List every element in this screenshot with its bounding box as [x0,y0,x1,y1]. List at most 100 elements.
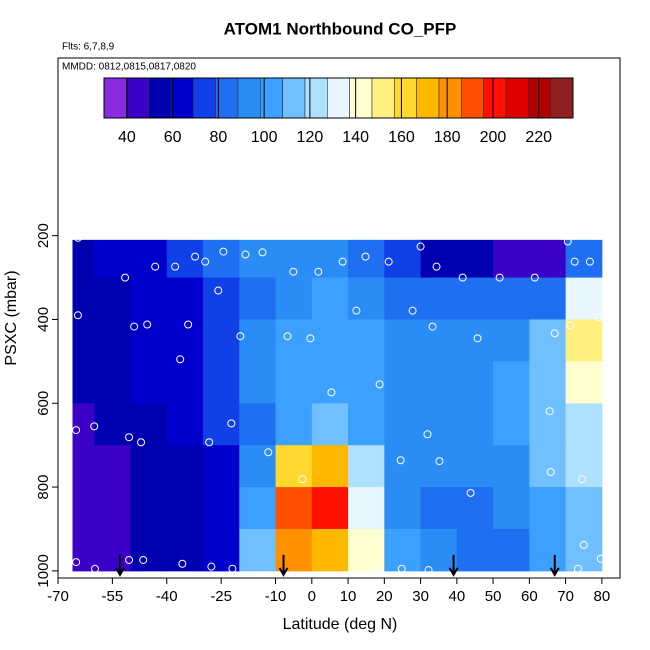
sample-point [466,488,475,497]
heat-cell [166,528,204,572]
heat-cell [203,239,240,279]
heat-cell [239,361,277,404]
sample-point [338,257,347,266]
heat-cell [275,528,313,572]
heat-cell [384,528,422,572]
x-tick-label: -70 [47,588,69,605]
heat-cell [384,403,422,446]
heat-cell [203,445,240,488]
sample-point [396,456,405,465]
heat-cell [311,277,349,320]
sample-point [72,426,81,435]
sample-point [372,562,381,571]
heat-cell [565,403,603,446]
heat-cell [456,277,494,320]
heat-cell [348,277,385,320]
sample-point [72,558,81,567]
annotation: MMDD: 0812,0815,0817,0820 [62,62,196,73]
sample-point [137,438,146,447]
heat-cell [239,445,277,488]
colorbar-segment [483,77,507,119]
x-tick-label: -10 [265,588,287,605]
sample-point [207,562,216,571]
sample-point [361,252,370,261]
heat-cell [275,361,313,404]
heat-cell [94,403,132,446]
heat-cell [203,487,240,530]
sample-point [90,564,99,573]
colorbar-frame [103,77,574,119]
sample-point [143,320,152,329]
heat-cell [529,239,567,279]
heat-cell [311,445,349,488]
x-tick-label: 40 [448,588,465,605]
sample-point [375,380,384,389]
heat-cell [275,445,313,488]
arrow [549,554,560,577]
heat-cell [94,487,132,530]
heat-cell [529,528,567,572]
heat-cell [348,445,385,488]
sample-point [73,233,82,242]
heat-cell [456,487,494,530]
arrow [278,554,289,577]
colorbar-tick-label: 100 [251,129,278,146]
heat-cell [311,239,349,279]
heat-cell [311,528,349,572]
heat-cell [130,277,168,320]
sample-point [495,273,504,282]
heat-cell [94,445,132,488]
heat-cell [493,277,530,320]
heat-cell [420,319,458,362]
heat-cell [72,277,95,320]
heat-cell [420,403,458,446]
heat-cell [166,487,204,530]
sample-point [435,457,444,466]
heat-cell [275,239,313,279]
colorbar-tick-label: 200 [480,129,507,146]
heat-cell [94,361,132,404]
heat-cell [456,445,494,488]
sample-point [178,559,187,568]
sample-point [424,566,433,575]
heat-cell [565,239,603,279]
x-tick-label: 60 [521,588,538,605]
sample-point [227,419,236,428]
heat-cell [311,487,349,530]
sample-point [264,448,273,457]
heat-cell [166,361,204,404]
heat-cell [384,277,422,320]
x-tick-label: 0 [308,588,316,605]
sample-point [473,334,482,343]
heat-cell [130,445,168,488]
y-tick-label: 400 [35,307,52,332]
heat-cell [130,239,168,279]
heat-cell [239,319,277,362]
heat-cell [493,487,530,530]
sample-point [171,262,180,271]
sample-point [585,257,594,266]
heat-cell [456,361,494,404]
heat-cell [565,528,603,572]
plot-frame [57,57,621,579]
y-tick-label: 200 [35,223,52,248]
sample-point [90,422,99,431]
colorbar-segment [371,77,395,119]
heat-cell [72,403,95,446]
arrow [115,554,125,577]
heat-cell [239,403,277,446]
heat-cell [420,487,458,530]
sample-point [125,433,134,442]
heat-cell [166,277,204,320]
heat-cell [239,277,277,320]
colorbar-tick-label: 160 [388,129,415,146]
heat-cell [565,445,603,488]
colorbar-segment [237,77,261,119]
colorbar-tick-label: 80 [209,129,227,146]
heat-cell [72,319,95,362]
sample-point [577,475,586,484]
colorbar-segment [505,77,529,119]
heat-cell [384,319,422,362]
sample-point [458,273,467,282]
colorbar-segment [304,77,328,119]
